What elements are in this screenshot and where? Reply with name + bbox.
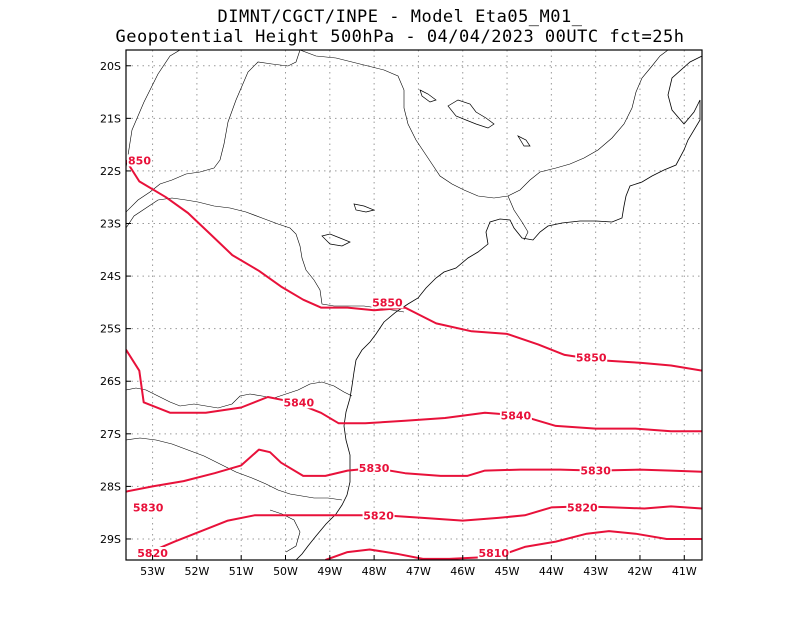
contour-label-bg (282, 396, 315, 409)
contour-label-bg (362, 509, 395, 522)
contour-label: 5820 (363, 509, 394, 522)
contour-label: 5830 (133, 501, 164, 514)
chart-title-line-2: Geopotential Height 500hPa - 04/04/2023 … (115, 27, 685, 47)
gridlines (126, 50, 702, 560)
contour-label-bg (358, 461, 391, 474)
chart-title-line-1: DIMNT/CGCT/INPE - Model Eta05_M01_ (217, 7, 583, 27)
reservoir (517, 135, 531, 147)
contour-label: 5820 (567, 501, 598, 514)
state-boundary (126, 50, 181, 169)
reservoir (419, 89, 437, 103)
contour-line-5820 (143, 505, 702, 556)
y-tick-label: 27S (100, 428, 121, 441)
x-tick-label: 42W (628, 565, 653, 578)
reservoir (447, 99, 495, 129)
y-tick-label: 20S (100, 60, 121, 73)
contour-labels: 850 5850 5850 5840 5840 5830 5830 5830 5820 5820 5… (127, 154, 612, 560)
contour-label: 850 (128, 154, 151, 167)
contour-label: 5840 (283, 396, 314, 409)
y-tick-label: 22S (100, 165, 121, 178)
x-tick-label: 49W (317, 565, 342, 578)
contour-label: 5830 (580, 465, 611, 478)
contour-label: 5840 (501, 409, 532, 422)
state-boundary (269, 509, 301, 553)
y-tick-label: 21S (100, 112, 121, 125)
x-tick-label: 47W (406, 565, 431, 578)
contour-label-bg (132, 501, 165, 514)
contour-line-5840 (126, 349, 702, 433)
state-boundary (126, 197, 405, 313)
x-tick-label: 53W (140, 565, 165, 578)
contour-label-bg (566, 501, 599, 514)
contour-label-bg (575, 351, 608, 364)
contour-label-bg (477, 547, 510, 559)
y-tick-label: 24S (100, 270, 121, 283)
x-tick-label: 46W (450, 565, 475, 578)
contour-label-bg (127, 154, 152, 167)
reservoir (321, 233, 351, 247)
contour-label: 5830 (359, 462, 390, 475)
coastline (295, 55, 702, 560)
x-tick-label: 41W (672, 565, 697, 578)
x-tick-label: 44W (539, 565, 564, 578)
y-tick-label: 29S (100, 533, 121, 546)
reservoir (353, 203, 376, 213)
x-tick-label: 43W (583, 565, 608, 578)
contour-label: 5850 (576, 352, 607, 365)
x-tick-label: 51W (229, 565, 254, 578)
contour-label: 5820 (137, 547, 168, 560)
x-tick-label: 52W (184, 565, 209, 578)
y-tick-label: 25S (100, 323, 121, 336)
contour-line-5830 (126, 448, 702, 493)
x-tick-label: 48W (362, 565, 387, 578)
contour-label-bg (499, 409, 532, 422)
contour-line-5810 (325, 530, 702, 560)
contour-label-bg (136, 547, 169, 559)
state-boundary (126, 381, 353, 409)
plot-frame (125, 49, 703, 561)
axis-ticks: 53W 52W 51W 50W 49W 48W 47W 46W 45W 44W 43W 42W 41W 2… (100, 60, 697, 578)
y-tick-label: 28S (100, 480, 121, 493)
state-boundary (126, 50, 301, 213)
state-boundary (126, 437, 343, 501)
y-tick-label: 23S (100, 218, 121, 231)
contour-label: 5850 (372, 296, 403, 309)
contour-label-bg (579, 464, 612, 477)
state-boundary (299, 50, 669, 199)
map-boundaries (126, 50, 702, 560)
contour-line-5850 (126, 159, 702, 372)
contour-label: 5810 (478, 547, 509, 560)
y-tick-label: 26S (100, 375, 121, 388)
contour-label-bg (371, 296, 404, 309)
x-tick-label: 45W (495, 565, 520, 578)
x-tick-label: 50W (273, 565, 298, 578)
state-boundary (507, 195, 529, 241)
